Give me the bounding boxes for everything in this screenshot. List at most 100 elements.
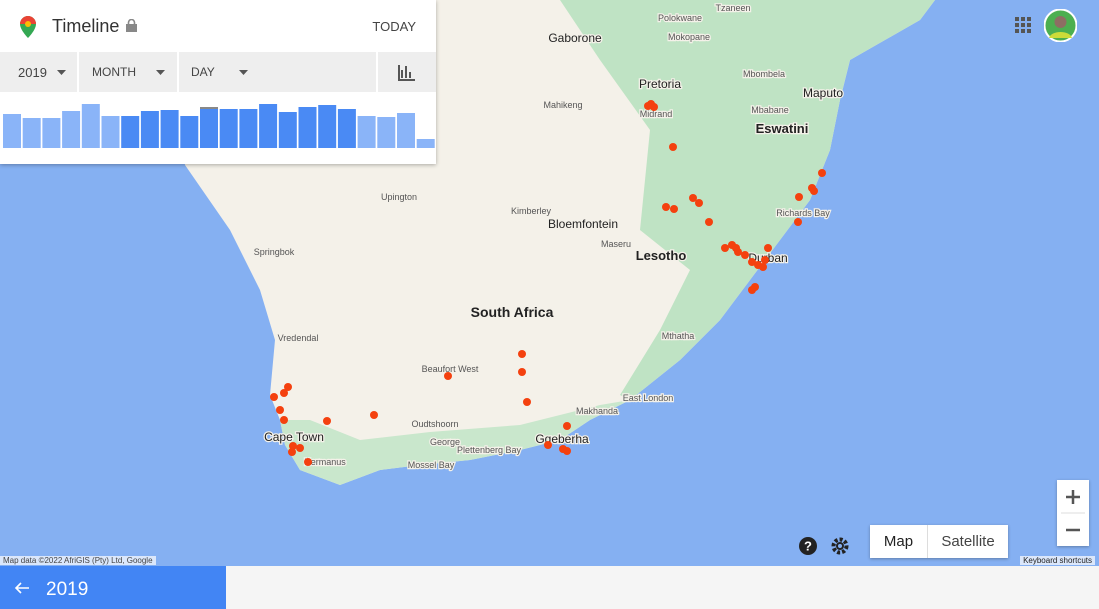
visit-dot: [563, 447, 571, 455]
place-label: Richards Bay: [776, 208, 830, 218]
visit-dot: [794, 218, 802, 226]
visit-dot: [323, 417, 331, 425]
place-label: Beaufort West: [422, 364, 479, 374]
place-label: Bloemfontein: [548, 217, 618, 231]
place-label: Polokwane: [658, 13, 702, 23]
back-arrow[interactable]: [14, 582, 30, 594]
visit-dot: [695, 199, 703, 207]
histogram-bar: [42, 118, 61, 148]
visit-dot: [444, 372, 452, 380]
histogram-bar: [318, 105, 337, 148]
day-select[interactable]: DAY: [191, 65, 215, 79]
zoom-control: [1057, 480, 1089, 546]
place-label: Tzaneen: [715, 3, 750, 13]
place-label: Mokopane: [668, 32, 710, 42]
visit-dot: [670, 205, 678, 213]
lock-icon: [126, 19, 137, 32]
place-label: Gaborone: [548, 31, 602, 45]
place-label: George: [430, 437, 460, 447]
histogram-bar: [239, 109, 258, 148]
place-label: Kimberley: [511, 206, 552, 216]
map-button[interactable]: Map: [870, 525, 928, 558]
place-label: Pretoria: [639, 77, 681, 91]
visit-dot: [276, 406, 284, 414]
place-label: Gqeberha: [535, 432, 589, 446]
svg-text:?: ?: [804, 539, 812, 554]
year-select[interactable]: 2019: [18, 65, 47, 80]
histogram-bar: [337, 109, 356, 148]
histogram: [3, 104, 435, 148]
visit-dot: [741, 251, 749, 259]
visit-dot: [764, 244, 772, 252]
visit-dot: [544, 441, 552, 449]
visit-dot: [270, 393, 278, 401]
visit-dot: [518, 368, 526, 376]
place-label: Mthatha: [662, 331, 695, 341]
visit-dot: [288, 448, 296, 456]
month-select[interactable]: MONTH: [92, 65, 136, 79]
avatar[interactable]: [1044, 9, 1077, 42]
histogram-bar: [278, 112, 297, 148]
histogram-bar: [397, 113, 415, 148]
visit-dot: [280, 389, 288, 397]
place-label: Maputo: [803, 86, 843, 100]
place-label: Maseru: [601, 239, 631, 249]
histogram-bar: [180, 116, 199, 148]
timeline-panel: Timeline TODAY 2019 MONTH DAY: [0, 0, 436, 164]
place-label: Plettenberg Bay: [457, 445, 522, 455]
visit-dot: [748, 258, 756, 266]
histogram-bar: [259, 104, 278, 148]
green-coast: [280, 400, 630, 485]
histogram-bar: [377, 117, 396, 148]
visit-dot: [705, 218, 713, 226]
place-label: Hermanus: [304, 457, 346, 467]
histogram-bar: [3, 114, 21, 148]
histogram-bar: [101, 116, 120, 148]
visit-dot: [759, 263, 767, 271]
visit-dot: [662, 203, 670, 211]
visit-dot: [795, 193, 803, 201]
place-label: Mahikeng: [543, 100, 582, 110]
visit-dot: [563, 422, 571, 430]
place-label: Mbombela: [743, 69, 785, 79]
place-label: Lesotho: [636, 248, 687, 263]
visit-dot: [721, 244, 729, 252]
visit-dot: [650, 103, 658, 111]
title: Timeline: [52, 16, 120, 36]
apps-icon[interactable]: [1015, 17, 1031, 33]
place-label: Vredendal: [278, 333, 319, 343]
place-label: Springbok: [254, 247, 295, 257]
shortcuts[interactable]: Keyboard shortcuts: [1020, 556, 1095, 565]
zoom-icons[interactable]: [1057, 480, 1089, 546]
visit-dot: [810, 187, 818, 195]
visit-dot: [761, 256, 769, 264]
place-label: Mossel Bay: [408, 460, 455, 470]
footer-year: 2019: [46, 579, 89, 600]
filter-decor: [57, 52, 415, 92]
place-label: South Africa: [471, 304, 554, 320]
visit-dot: [748, 286, 756, 294]
visit-dot: [818, 169, 826, 177]
place-label: Eswatini: [756, 121, 809, 136]
histogram-bar: [160, 110, 179, 148]
today-button[interactable]: TODAY: [372, 19, 416, 34]
visit-dot: [518, 350, 526, 358]
histogram-bar: [416, 139, 435, 148]
histogram-bar: [140, 111, 159, 148]
satellite-button[interactable]: Satellite: [941, 533, 995, 550]
visit-dot: [732, 244, 740, 252]
place-label: Oudtshoorn: [411, 419, 458, 429]
place-label: Upington: [381, 192, 417, 202]
visit-dot: [523, 398, 531, 406]
filter-bar: 2019 MONTH DAY: [0, 52, 436, 92]
histogram-bar: [357, 116, 376, 148]
visit-dot: [689, 194, 697, 202]
map: Polokwane Tzaneen Gaborone Mokopane Pretoria…: [0, 0, 1099, 566]
help-settings[interactable]: ?: [799, 536, 851, 556]
place-label: Makhanda: [576, 406, 618, 416]
histogram-bar: [22, 118, 41, 148]
green-region: [560, 0, 935, 400]
visit-dot: [289, 442, 297, 450]
histogram-bar: [121, 116, 140, 148]
